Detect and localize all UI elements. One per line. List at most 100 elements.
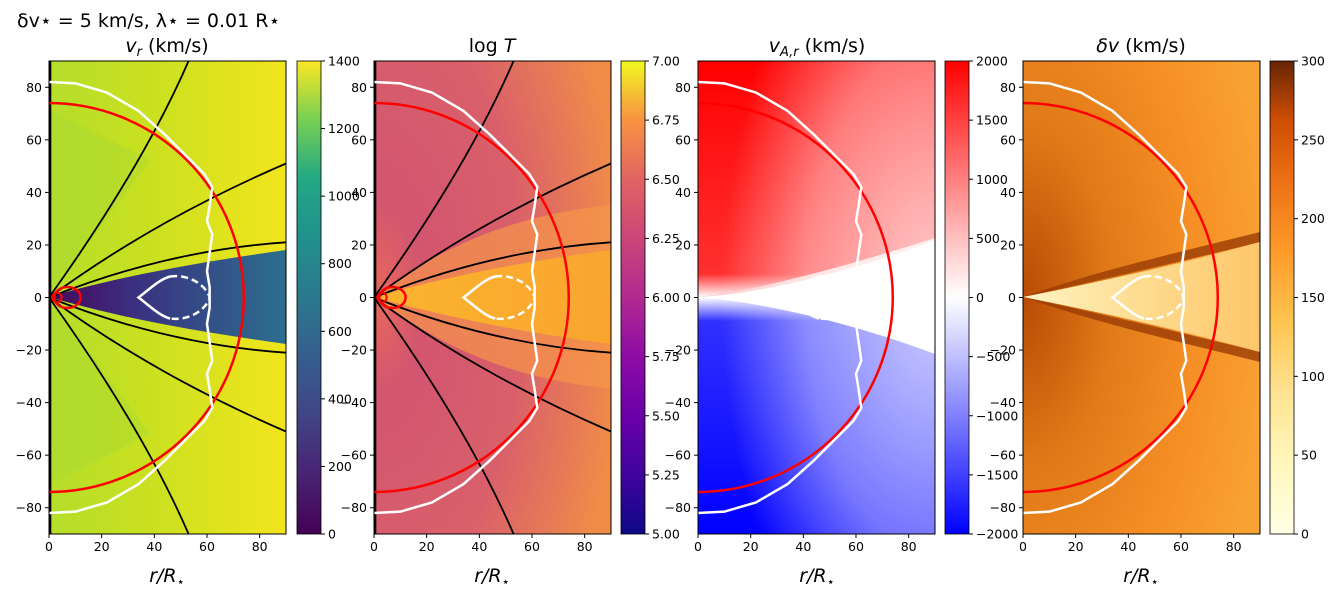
field-line (49, 296, 286, 354)
title-sub: A,r (779, 45, 800, 60)
field-line (374, 162, 611, 299)
xlabel-main: r/R (799, 565, 826, 587)
field-line (374, 241, 611, 299)
panel-vr: vr (km/s) r/R⋆ 0 20 40 60 80 −80 −60 −40 −20 0 20… (16, 35, 360, 590)
colorbar-tick-label: 150 (1301, 290, 1325, 305)
field-line (49, 61, 190, 299)
heatmap-vr (49, 61, 286, 534)
colorbar-tick-label: 1200 (328, 121, 360, 136)
white-dashed-contour (1143, 274, 1185, 321)
xlabel-main: r/R (149, 565, 176, 587)
colorbar-tick-label: 0 (1301, 527, 1309, 542)
x-ticks: 0 20 40 60 80 (370, 534, 593, 554)
panel-title: log T (469, 35, 517, 57)
y-tick-label: 20 (26, 237, 42, 252)
field-streamer-edge-south (1023, 297, 1260, 362)
x-axis-label: r/R⋆ (799, 565, 835, 590)
x-tick-label: 80 (577, 539, 593, 554)
title-unit: T (498, 35, 517, 57)
white-lobe-contour (1110, 275, 1145, 320)
colorbar (1269, 60, 1295, 535)
y-tick-label: 60 (675, 132, 691, 147)
field-line (49, 296, 190, 534)
field-line (374, 296, 611, 354)
field-hot-wedge (374, 250, 611, 344)
x-tick-label: 80 (901, 539, 917, 554)
field-fade (698, 61, 935, 534)
x-tick-label: 0 (45, 539, 53, 554)
colorbar (296, 60, 322, 535)
colorbar-ticks: 0 50 100 150 200 250 300 (1294, 54, 1325, 542)
y-tick-label: 0 (1008, 290, 1016, 305)
y-tick-label: −60 (665, 448, 691, 463)
xlabel-main: r/R (474, 565, 501, 587)
y-tick-label: −20 (341, 343, 367, 358)
field-band-north (49, 110, 150, 297)
y-tick-label: 80 (675, 80, 691, 95)
x-tick-label: 20 (419, 539, 435, 554)
field-line (49, 241, 286, 299)
colorbar-tick-label: 600 (328, 324, 352, 339)
title-unit: (km/s) (799, 35, 866, 57)
field-streamer-edge-north (1023, 232, 1260, 297)
panel-title: δv (km/s) (1096, 35, 1186, 57)
x-tick-label: 0 (370, 539, 378, 554)
colorbar-tick-label: 5.75 (652, 349, 680, 364)
colorbar-tick-label: 2000 (976, 54, 1008, 69)
y-tick-label: 20 (1000, 237, 1016, 252)
heatmap-dv (1023, 61, 1260, 534)
white-lobe-contour (461, 275, 496, 320)
x-axis-label: r/R⋆ (1123, 565, 1159, 590)
panel-vAr: vA,r (km/s) r/R⋆ 0 20 40 60 80 −80−60−40−200… (665, 35, 1019, 590)
x-tick-label: 40 (146, 539, 162, 554)
y-tick-label: 20 (351, 237, 367, 252)
red-circle-contour (49, 101, 246, 494)
xlabel-main: r/R (1123, 565, 1150, 587)
y-tick-label: 60 (351, 132, 367, 147)
x-tick-label: 80 (1226, 539, 1242, 554)
panel-title: vA,r (km/s) (769, 35, 866, 60)
colorbar-tick-label: 800 (328, 256, 352, 271)
x-tick-label: 20 (94, 539, 110, 554)
y-ticks: −80 −60 −40 −20 0 20 40 60 80 (665, 80, 698, 515)
field-line (374, 61, 515, 299)
colorbar-tick-label: 300 (1301, 54, 1325, 69)
magnetic-field-lines (49, 61, 286, 534)
colorbar-tick-label: 1500 (976, 113, 1008, 128)
colorbar-tick-label: 7.00 (652, 54, 680, 69)
y-tick-label: −60 (341, 448, 367, 463)
y-tick-label: 80 (351, 80, 367, 95)
y-tick-label: −20 (990, 343, 1016, 358)
y-ticks: −80 −60 −40 −20 0 20 40 60 80 (16, 80, 49, 515)
field-line (49, 296, 286, 433)
colorbar-tick-label: 5.50 (652, 408, 680, 423)
colorbar-tick-label: −1500 (976, 467, 1018, 482)
y-tick-label: −60 (990, 448, 1016, 463)
colorbar-tick-label: 200 (1301, 211, 1325, 226)
y-tick-label: −80 (665, 500, 691, 515)
x-tick-label: 0 (1019, 539, 1027, 554)
colorbar-ticks: 5.00 5.25 5.50 5.75 6.00 6.25 6.50 6.75 7.00 (645, 54, 680, 542)
colorbar-tick-label: −500 (976, 349, 1010, 364)
xlabel-sub: ⋆ (502, 575, 510, 590)
white-dashed-contour (169, 274, 211, 321)
panel-dv: δv (km/s) r/R⋆ 0 20 40 60 80 −80 −60 −40 −20 0 20… (990, 35, 1325, 590)
x-tick-label: 60 (848, 539, 864, 554)
x-axis-label: r/R⋆ (149, 565, 185, 590)
colorbar (620, 60, 646, 535)
white-lobe-contour (785, 275, 820, 320)
suptitle: δv⋆ = 5 km/s, λ⋆ = 0.01 R⋆ (17, 10, 280, 32)
colorbar-tick-label: −2000 (976, 527, 1018, 542)
x-ticks: 0 20 40 60 80 (694, 534, 917, 554)
y-tick-label: −40 (990, 395, 1016, 410)
y-tick-label: −20 (665, 343, 691, 358)
y-tick-label: −40 (341, 395, 367, 410)
field-line (49, 162, 286, 299)
xlabel-sub: ⋆ (1151, 575, 1159, 590)
colorbar-tick-label: 100 (1301, 369, 1325, 384)
title-main: log (469, 35, 498, 57)
white-lobe-contour (136, 275, 171, 320)
y-tick-label: 40 (26, 185, 42, 200)
y-tick-label: −80 (990, 500, 1016, 515)
